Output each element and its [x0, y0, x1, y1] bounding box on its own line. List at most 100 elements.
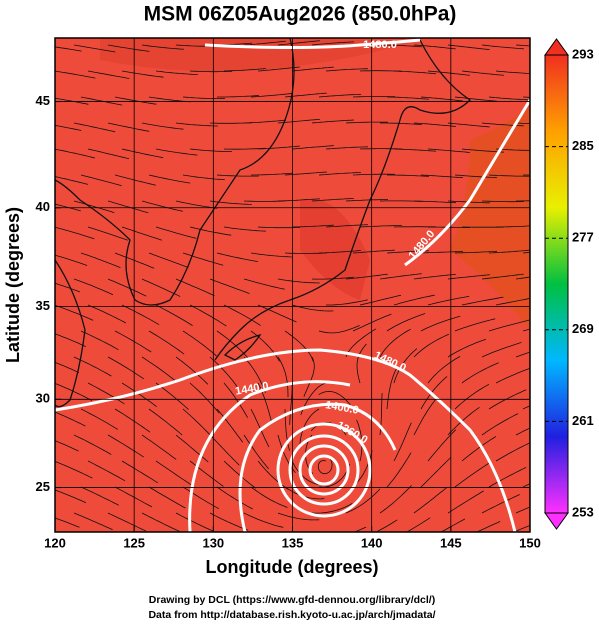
streamline	[189, 226, 232, 236]
streamline	[303, 356, 315, 397]
streamline	[311, 41, 354, 46]
streamline	[87, 148, 129, 160]
streamline	[243, 356, 266, 393]
streamline	[55, 517, 80, 528]
streamline	[182, 408, 214, 439]
streamline	[413, 273, 456, 280]
streamline	[495, 367, 530, 384]
streamline	[243, 512, 284, 528]
streamline	[216, 486, 253, 510]
streamline	[440, 518, 466, 532]
streamline	[454, 384, 490, 410]
streamline	[379, 328, 411, 358]
streamline	[311, 503, 353, 514]
streamline	[311, 119, 354, 124]
y-axis-label: Latitude (degrees)	[3, 207, 23, 363]
streamline	[488, 249, 530, 254]
streamline	[87, 70, 130, 79]
streamline	[223, 382, 248, 418]
streamline	[55, 282, 81, 293]
streamline	[73, 512, 113, 531]
streamline	[380, 122, 423, 125]
streamline	[481, 494, 520, 514]
streamline	[148, 252, 189, 268]
streamline	[386, 313, 426, 332]
streamline	[55, 176, 88, 185]
streamline	[141, 122, 184, 130]
streamline	[447, 44, 490, 50]
streamline	[447, 274, 490, 280]
streamline	[141, 356, 177, 382]
x-tick-label: 130	[202, 535, 224, 550]
colorbar-extend	[544, 512, 569, 530]
streamline	[352, 249, 395, 254]
streamline	[224, 539, 264, 551]
streamline	[277, 278, 320, 284]
streamline	[175, 512, 214, 532]
streamline	[175, 434, 209, 463]
streamline	[515, 44, 530, 47]
streamline	[345, 199, 388, 202]
streamline	[121, 226, 163, 241]
streamline	[87, 304, 127, 324]
streamline	[413, 333, 450, 358]
streamline	[209, 434, 240, 466]
streamline	[481, 44, 524, 50]
streamline	[318, 93, 361, 98]
y-tick-label: 40	[36, 199, 50, 214]
streamline	[420, 315, 461, 332]
contour-label: 1480.0	[363, 39, 397, 51]
streamline	[107, 356, 145, 380]
streamline	[209, 200, 252, 205]
streamline	[121, 304, 160, 326]
colorbar-tick-label: 269	[572, 321, 594, 336]
streamline	[155, 70, 198, 75]
streamline	[515, 506, 530, 514]
streamline	[488, 467, 527, 488]
streamline	[155, 226, 197, 239]
streamline	[175, 122, 218, 127]
streamline	[189, 382, 220, 414]
streamline	[155, 304, 193, 326]
streamline	[356, 343, 367, 384]
streamline	[107, 512, 147, 532]
streamline	[427, 70, 470, 76]
streamline	[250, 93, 293, 98]
streamline	[481, 413, 519, 436]
streamline	[420, 174, 463, 179]
streamline	[257, 382, 273, 423]
streamline	[515, 276, 530, 280]
streamline	[182, 96, 225, 99]
streamline	[461, 296, 504, 306]
streamline	[55, 489, 87, 504]
streamline	[380, 44, 422, 48]
streamline	[488, 319, 530, 332]
streamline	[73, 278, 114, 296]
streamline	[155, 460, 191, 485]
streamlines	[55, 40, 530, 551]
streamline	[182, 174, 225, 181]
streamline	[406, 517, 431, 532]
streamline	[189, 148, 232, 152]
streamline	[393, 294, 435, 306]
streamline	[393, 422, 412, 462]
streamline	[277, 118, 320, 124]
streamline	[284, 171, 327, 176]
streamline	[481, 273, 524, 280]
streamline	[121, 70, 164, 78]
streamline	[379, 273, 422, 280]
streamline	[114, 330, 152, 353]
streamline	[495, 297, 530, 306]
streamline	[481, 342, 522, 358]
streamline	[73, 122, 116, 133]
streamline	[311, 198, 354, 202]
streamline	[386, 96, 429, 100]
streamline	[80, 486, 119, 506]
streamline	[427, 356, 461, 384]
x-tick-label: 145	[440, 535, 462, 550]
streamline	[413, 398, 437, 436]
streamline	[277, 198, 320, 202]
streamline	[114, 252, 155, 269]
streamline	[495, 442, 530, 462]
streamline	[345, 328, 377, 358]
